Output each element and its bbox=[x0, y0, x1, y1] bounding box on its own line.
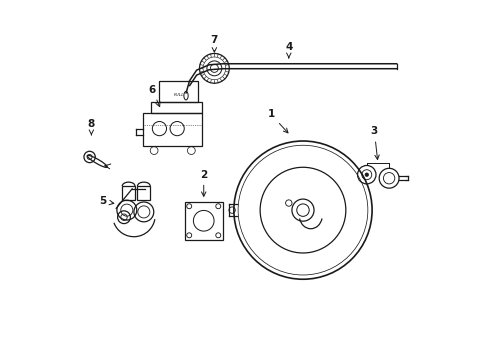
Bar bbox=[143, 113, 202, 146]
Text: 8: 8 bbox=[87, 119, 95, 135]
Bar bbox=[150, 102, 202, 113]
Bar bbox=[159, 81, 198, 102]
Text: 5: 5 bbox=[99, 196, 114, 206]
Text: 7: 7 bbox=[210, 35, 218, 52]
Text: 1: 1 bbox=[267, 109, 287, 133]
Text: 6: 6 bbox=[148, 85, 160, 107]
Text: 3: 3 bbox=[370, 126, 379, 159]
Text: 2: 2 bbox=[200, 170, 207, 196]
Circle shape bbox=[364, 173, 368, 176]
Text: 4: 4 bbox=[285, 42, 292, 58]
Bar bbox=[184, 202, 222, 239]
Bar bbox=[122, 186, 135, 200]
Bar bbox=[137, 186, 150, 200]
Text: FULL: FULL bbox=[173, 93, 184, 97]
